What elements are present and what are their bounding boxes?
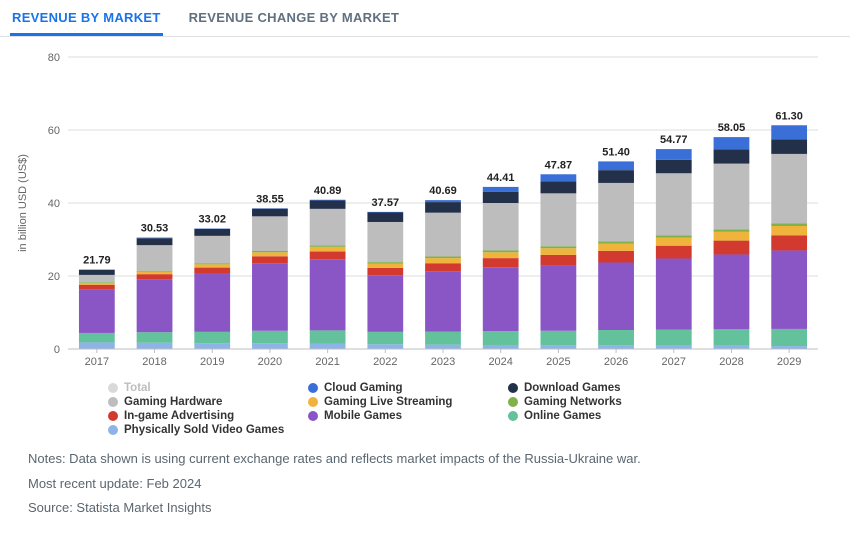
- tab-revenue-change-by-market[interactable]: REVENUE CHANGE BY MARKET: [187, 0, 402, 36]
- legend-swatch: [108, 383, 118, 393]
- legend-label: Mobile Games: [324, 410, 402, 422]
- svg-text:40: 40: [48, 198, 60, 210]
- svg-text:0: 0: [54, 344, 60, 356]
- svg-text:38.55: 38.55: [256, 193, 284, 205]
- legend-item[interactable]: Physically Sold Video Games: [108, 423, 308, 437]
- legend-label: Online Games: [524, 410, 601, 422]
- legend-swatch: [308, 411, 318, 421]
- legend-item[interactable]: Mobile Games: [308, 409, 508, 423]
- svg-text:37.57: 37.57: [372, 197, 400, 209]
- svg-text:2024: 2024: [488, 356, 512, 368]
- svg-text:2028: 2028: [719, 356, 743, 368]
- svg-text:80: 80: [48, 52, 60, 64]
- notes-section: Notes: Data shown is using current excha…: [0, 441, 850, 527]
- svg-text:2022: 2022: [373, 356, 397, 368]
- legend-item[interactable]: In-game Advertising: [108, 409, 308, 423]
- svg-text:61.30: 61.30: [775, 110, 803, 122]
- legend-label: Cloud Gaming: [324, 382, 403, 394]
- legend-swatch: [508, 397, 518, 407]
- svg-text:2020: 2020: [258, 356, 282, 368]
- legend-item[interactable]: Total: [108, 381, 308, 395]
- svg-text:2021: 2021: [315, 356, 339, 368]
- svg-text:2025: 2025: [546, 356, 570, 368]
- svg-text:30.53: 30.53: [141, 223, 169, 235]
- svg-text:51.40: 51.40: [602, 146, 630, 158]
- svg-text:47.87: 47.87: [545, 159, 573, 171]
- svg-text:2017: 2017: [85, 356, 109, 368]
- legend-item[interactable]: Download Games: [508, 381, 708, 395]
- legend-label: Gaming Live Streaming: [324, 396, 452, 408]
- notes-text: Notes: Data shown is using current excha…: [28, 447, 822, 472]
- legend-item[interactable]: Gaming Hardware: [108, 395, 308, 409]
- legend-swatch: [108, 397, 118, 407]
- svg-text:54.77: 54.77: [660, 134, 688, 146]
- svg-text:58.05: 58.05: [718, 122, 746, 134]
- svg-text:60: 60: [48, 125, 60, 137]
- svg-text:40.69: 40.69: [429, 185, 457, 197]
- svg-text:2029: 2029: [777, 356, 801, 368]
- svg-text:in billion USD (US$): in billion USD (US$): [17, 154, 29, 252]
- chart-legend: Total Cloud Gaming Download Games Gaming Ha…: [8, 377, 768, 437]
- svg-text:20: 20: [48, 271, 60, 283]
- legend-item[interactable]: Gaming Live Streaming: [308, 395, 508, 409]
- svg-text:44.41: 44.41: [487, 172, 515, 184]
- tab-revenue-by-market[interactable]: REVENUE BY MARKET: [10, 0, 163, 36]
- legend-label: Gaming Hardware: [124, 396, 222, 408]
- legend-label: Physically Sold Video Games: [124, 424, 284, 436]
- source-text: Source: Statista Market Insights: [28, 496, 822, 521]
- tabs: REVENUE BY MARKET REVENUE CHANGE BY MARK…: [0, 0, 850, 37]
- svg-text:2023: 2023: [431, 356, 455, 368]
- legend-label: Download Games: [524, 382, 621, 394]
- legend-swatch: [308, 383, 318, 393]
- legend-swatch: [308, 397, 318, 407]
- legend-item[interactable]: Online Games: [508, 409, 708, 423]
- svg-text:2019: 2019: [200, 356, 224, 368]
- legend-swatch: [508, 383, 518, 393]
- legend-swatch: [508, 411, 518, 421]
- svg-text:33.02: 33.02: [198, 213, 226, 225]
- svg-text:2027: 2027: [662, 356, 686, 368]
- legend-item[interactable]: Gaming Networks: [508, 395, 708, 409]
- svg-text:21.79: 21.79: [83, 254, 111, 266]
- svg-text:2026: 2026: [604, 356, 628, 368]
- legend-label: In-game Advertising: [124, 410, 234, 422]
- legend-swatch: [108, 411, 118, 421]
- legend-swatch: [108, 425, 118, 435]
- legend-item[interactable]: Cloud Gaming: [308, 381, 508, 395]
- svg-text:40.89: 40.89: [314, 185, 342, 197]
- legend-label: Total: [124, 382, 151, 394]
- revenue-chart: 0 20 40 60 80 in billion USD (US$) 21.79 2017 30…: [0, 37, 850, 441]
- legend-label: Gaming Networks: [524, 396, 622, 408]
- svg-text:2018: 2018: [142, 356, 166, 368]
- update-text: Most recent update: Feb 2024: [28, 472, 822, 497]
